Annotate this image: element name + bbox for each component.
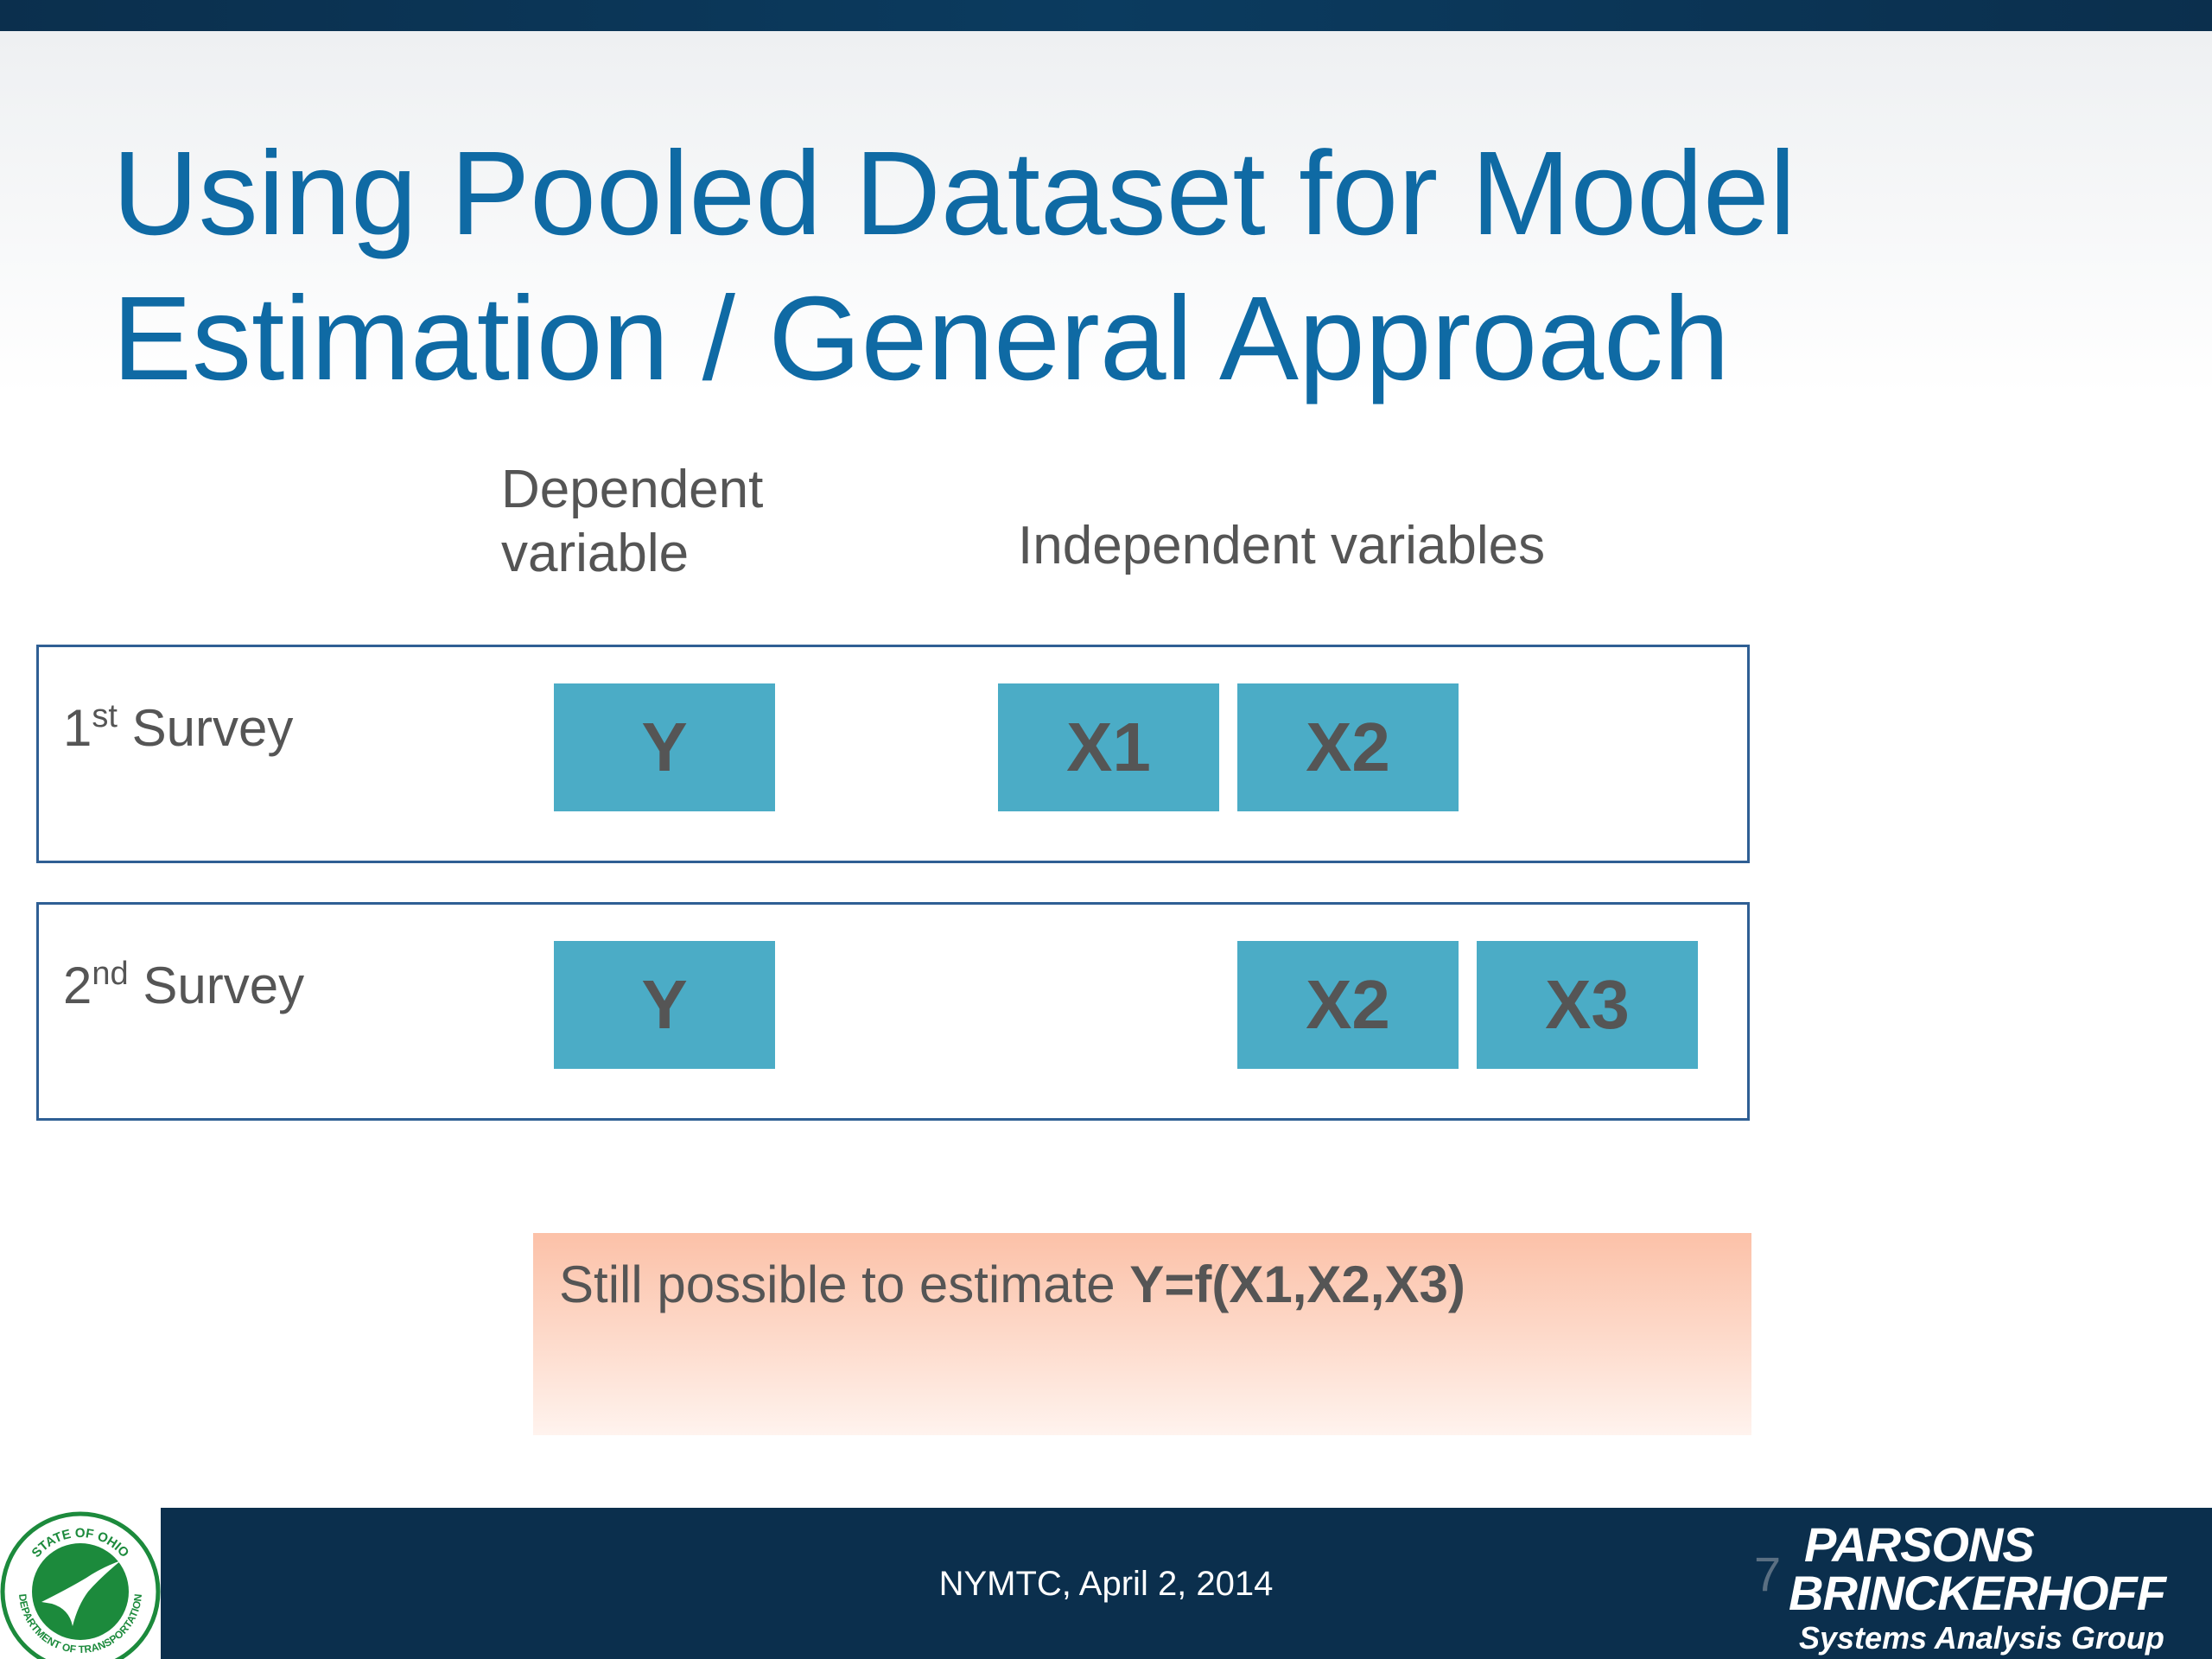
top-bar [0, 0, 2212, 31]
ohio-dot-seal-icon: STATE OF OHIO DEPARTMENT OF TRANSPORTATI… [0, 1511, 161, 1659]
note-text: Still possible to estimate [559, 1255, 1130, 1313]
survey-label-1: 1st Survey [63, 697, 293, 760]
survey-number: 1 [63, 699, 92, 757]
note-formula: Y=f(X1,X2,X3) [1129, 1255, 1465, 1313]
slide-title: Using Pooled Dataset for Model Estimatio… [112, 121, 2100, 411]
survey-label-2: 2nd Survey [63, 955, 304, 1017]
title-line-2: Estimation / General Approach [112, 272, 1730, 405]
independent-variable-box-x2: X2 [1237, 683, 1459, 811]
dependent-variable-box: Y [554, 683, 775, 811]
survey-row-1: 1st Survey Y X1 X2 [36, 645, 1750, 863]
survey-row-2: 2nd Survey Y X2 X3 [36, 902, 1750, 1121]
footer-text: NYMTC, April 2, 2014 [938, 1565, 1274, 1603]
survey-word: Survey [143, 957, 305, 1014]
dependent-variable-label: Dependent variable [501, 458, 830, 586]
dependent-variable-box: Y [554, 941, 775, 1069]
header-background [0, 31, 2212, 394]
independent-variable-box-x2: X2 [1237, 941, 1459, 1069]
independent-variable-box-x1: X1 [998, 683, 1219, 811]
dependent-label-line-2: variable [501, 524, 690, 583]
survey-word: Survey [131, 699, 294, 757]
logo-line-3: Systems Analysis Group [1799, 1620, 2164, 1656]
ordinal-suffix: nd [92, 956, 129, 992]
independent-variable-box-x3: X3 [1477, 941, 1698, 1069]
dependent-label-line-1: Dependent [501, 460, 764, 519]
logo-line-2: BRINCKERHOFF [1789, 1566, 2166, 1620]
conclusion-note: Still possible to estimate Y=f(X1,X2,X3) [533, 1233, 1751, 1435]
title-line-1: Using Pooled Dataset for Model [112, 127, 1796, 260]
conclusion-text: Still possible to estimate Y=f(X1,X2,X3) [559, 1250, 1726, 1319]
independent-variables-label: Independent variables [1018, 516, 1546, 575]
footer-bar [0, 1508, 2212, 1659]
page-number: 7 [1754, 1547, 1782, 1601]
survey-number: 2 [63, 957, 92, 1014]
parsons-brinckerhoff-logo: PARSONS BRINCKERHOFF Systems Analysis Gr… [1789, 1521, 2203, 1659]
ordinal-suffix: st [92, 698, 118, 734]
logo-line-1: PARSONS [1804, 1517, 2035, 1572]
